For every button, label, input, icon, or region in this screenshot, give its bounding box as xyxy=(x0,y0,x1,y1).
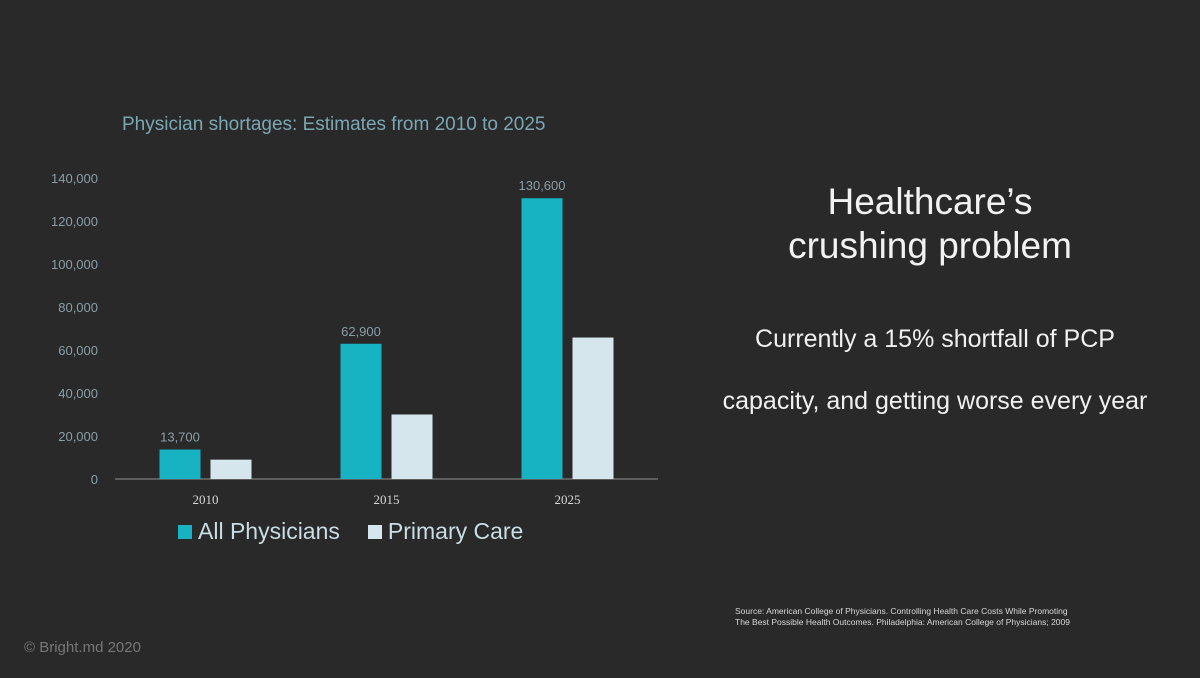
x-tick-label: 2025 xyxy=(555,492,581,507)
y-tick-label: 140,000 xyxy=(51,171,98,186)
copyright-text: © Bright.md 2020 xyxy=(24,639,141,656)
legend-item-primary-care: Primary Care xyxy=(367,518,524,545)
bar-chart: 0 20,000 40,000 60,000 80,000 100,000 120,000 1… xyxy=(51,171,658,507)
subtext-line-1: Currently a 15% shortfall of PCP xyxy=(755,325,1115,353)
legend-swatch-all-physicians xyxy=(178,524,192,539)
bar-primary-care-2025 xyxy=(572,337,614,479)
x-tick-label: 2015 xyxy=(374,492,400,507)
y-tick-label: 120,000 xyxy=(51,214,98,229)
y-tick-label: 40,000 xyxy=(58,386,98,401)
x-tick-label: 2010 xyxy=(193,492,219,507)
bar-primary-care-2015 xyxy=(391,414,433,479)
bar-all-physicians-2025 xyxy=(521,198,563,479)
legend-swatch-primary-care xyxy=(367,524,382,539)
data-label: 130,600 xyxy=(519,178,566,193)
source-citation: Source: American College of Physicians. … xyxy=(735,606,1070,628)
y-tick-label: 60,000 xyxy=(58,343,98,358)
chart-legend: All Physicians Primary Care xyxy=(178,518,551,545)
headline-line-2: crushing problem xyxy=(788,225,1072,266)
y-tick-label: 100,000 xyxy=(51,257,98,272)
y-tick-label: 80,000 xyxy=(58,300,98,315)
legend-label-primary-care: Primary Care xyxy=(387,518,524,544)
legend-item-all-physicians: All Physicians xyxy=(178,518,340,545)
chart-title: Physician shortages: Estimates from 2010… xyxy=(122,114,546,135)
subtext-line-2: capacity, and getting worse every year xyxy=(722,387,1148,415)
data-label: 62,900 xyxy=(341,324,381,339)
bar-all-physicians-2015 xyxy=(340,343,382,479)
source-line-2: The Best Possible Health Outcomes. Phila… xyxy=(735,617,1070,627)
bar-all-physicians-2010 xyxy=(159,449,201,479)
legend-label-all-physicians: All Physicians xyxy=(198,518,340,544)
bar-primary-care-2010 xyxy=(210,459,252,479)
y-tick-label: 0 xyxy=(91,472,98,487)
data-label: 13,700 xyxy=(160,430,200,445)
y-tick-label: 20,000 xyxy=(58,429,98,444)
slide-headline: Healthcare’s crushing problem xyxy=(700,180,1160,268)
source-line-1: Source: American College of Physicians. … xyxy=(735,606,1068,616)
headline-line-1: Healthcare’s xyxy=(827,181,1033,222)
